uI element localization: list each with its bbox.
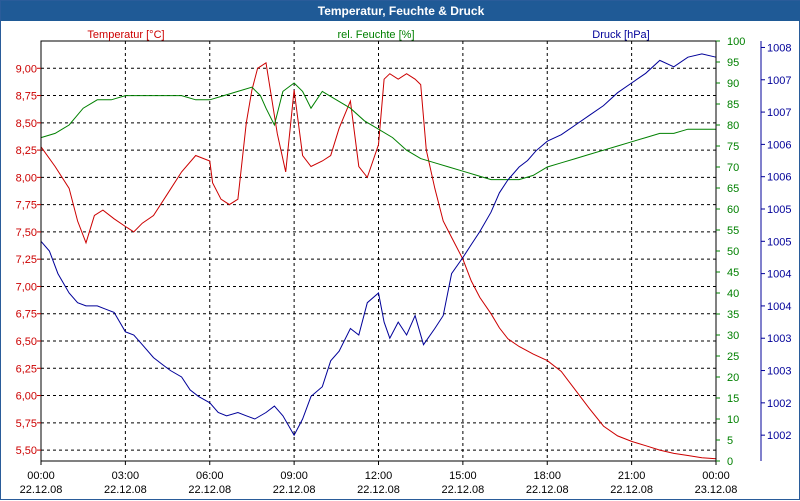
pressure-series-line xyxy=(40,53,717,437)
humidity-tick-label: 90 xyxy=(727,78,739,90)
humidity-tick-label: 55 xyxy=(727,225,739,237)
humidity-tick-label: 75 xyxy=(727,141,739,153)
humidity-tick-label: 45 xyxy=(727,267,739,279)
temperature-tick-label: 7,25 xyxy=(16,254,37,266)
temperature-tick-label: 7,75 xyxy=(16,200,37,212)
humidity-tick-label: 0 xyxy=(727,456,733,468)
temperature-tick-label: 7,50 xyxy=(16,227,37,239)
x-tick-label-time: 15:00 xyxy=(449,470,477,482)
temperature-tick-label: 8,25 xyxy=(16,145,37,157)
x-tick-label-date: 22.12.08 xyxy=(273,484,316,496)
temperature-tick-label: 9,00 xyxy=(16,63,37,75)
pressure-tick-label: 1005 xyxy=(767,236,791,248)
humidity-tick-label: 95 xyxy=(727,57,739,69)
temperature-tick-label: 6,75 xyxy=(16,309,37,321)
pressure-tick-label: 1002 xyxy=(767,398,791,410)
temperature-tick-label: 6,50 xyxy=(16,336,37,348)
pressure-tick-label: 1006 xyxy=(767,172,791,184)
humidity-tick-label: 70 xyxy=(727,162,739,174)
x-tick-label-date: 23.12.08 xyxy=(695,484,738,496)
x-tick-label-time: 00:00 xyxy=(27,470,55,482)
x-tick-label-date: 22.12.08 xyxy=(188,484,231,496)
x-tick-label-date: 22.12.08 xyxy=(610,484,653,496)
humidity-tick-label: 100 xyxy=(727,36,745,48)
pressure-tick-label: 1007 xyxy=(767,107,791,119)
x-tick-label-time: 18:00 xyxy=(533,470,561,482)
x-tick-label-time: 09:00 xyxy=(280,470,308,482)
temperature-tick-label: 7,00 xyxy=(16,281,37,293)
temperature-series-line xyxy=(40,61,717,460)
temperature-tick-label: 5,50 xyxy=(16,445,37,457)
grid-lines xyxy=(41,41,716,461)
axes: 00:00 22.12.08 03:00 22.12.08 06:00 22.12.08 0… xyxy=(16,36,792,496)
temperature-tick-label: 8,75 xyxy=(16,91,37,103)
pressure-tick-label: 1005 xyxy=(767,204,791,216)
pressure-tick-label: 1004 xyxy=(767,269,791,281)
humidity-tick-label: 10 xyxy=(727,414,739,426)
pressure-tick-label: 1003 xyxy=(767,366,791,378)
x-tick-label-time: 06:00 xyxy=(196,470,224,482)
humidity-tick-label: 40 xyxy=(727,288,739,300)
humidity-tick-label: 20 xyxy=(727,372,739,384)
humidity-tick-label: 35 xyxy=(727,309,739,321)
pressure-tick-label: 1007 xyxy=(767,75,791,87)
humidity-tick-label: 25 xyxy=(727,351,739,363)
humidity-tick-label: 60 xyxy=(727,204,739,216)
data-series xyxy=(40,53,717,460)
humidity-tick-label: 80 xyxy=(727,120,739,132)
pressure-tick-label: 1004 xyxy=(767,301,791,313)
temperature-tick-label: 8,50 xyxy=(16,118,37,130)
x-tick-label-time: 03:00 xyxy=(112,470,140,482)
temperature-tick-label: 8,00 xyxy=(16,172,37,184)
chart-title: Temperatur, Feuchte & Druck xyxy=(1,1,800,21)
temperature-tick-label: 6,00 xyxy=(16,391,37,403)
x-tick-label-date: 22.12.08 xyxy=(357,484,400,496)
pressure-axis-label: Druck [hPa] xyxy=(592,29,649,41)
x-tick-label-date: 22.12.08 xyxy=(526,484,569,496)
humidity-tick-label: 65 xyxy=(727,183,739,195)
x-tick-label-date: 22.12.08 xyxy=(104,484,147,496)
chart-area: 00:00 22.12.08 03:00 22.12.08 06:00 22.12.08 0… xyxy=(16,29,792,496)
pressure-tick-label: 1006 xyxy=(767,139,791,151)
temperature-axis-label: Temperatur [°C] xyxy=(87,29,164,41)
x-tick-label-time: 21:00 xyxy=(618,470,646,482)
humidity-tick-label: 30 xyxy=(727,330,739,342)
temperature-tick-label: 5,75 xyxy=(16,418,37,430)
humidity-tick-label: 5 xyxy=(727,435,733,447)
x-tick-label-time: 12:00 xyxy=(365,470,393,482)
pressure-tick-label: 1002 xyxy=(767,430,791,442)
pressure-tick-label: 1008 xyxy=(767,42,791,54)
temperature-tick-label: 6,25 xyxy=(16,363,37,375)
humidity-axis-label: rel. Feuchte [%] xyxy=(337,29,414,41)
x-tick-label-date: 22.12.08 xyxy=(441,484,484,496)
humidity-tick-label: 85 xyxy=(727,99,739,111)
humidity-series-line xyxy=(40,82,716,181)
humidity-tick-label: 15 xyxy=(727,393,739,405)
x-tick-label-time: 00:00 xyxy=(702,470,730,482)
x-tick-label-date: 22.12.08 xyxy=(20,484,63,496)
pressure-tick-label: 1003 xyxy=(767,333,791,345)
humidity-tick-label: 50 xyxy=(727,246,739,258)
